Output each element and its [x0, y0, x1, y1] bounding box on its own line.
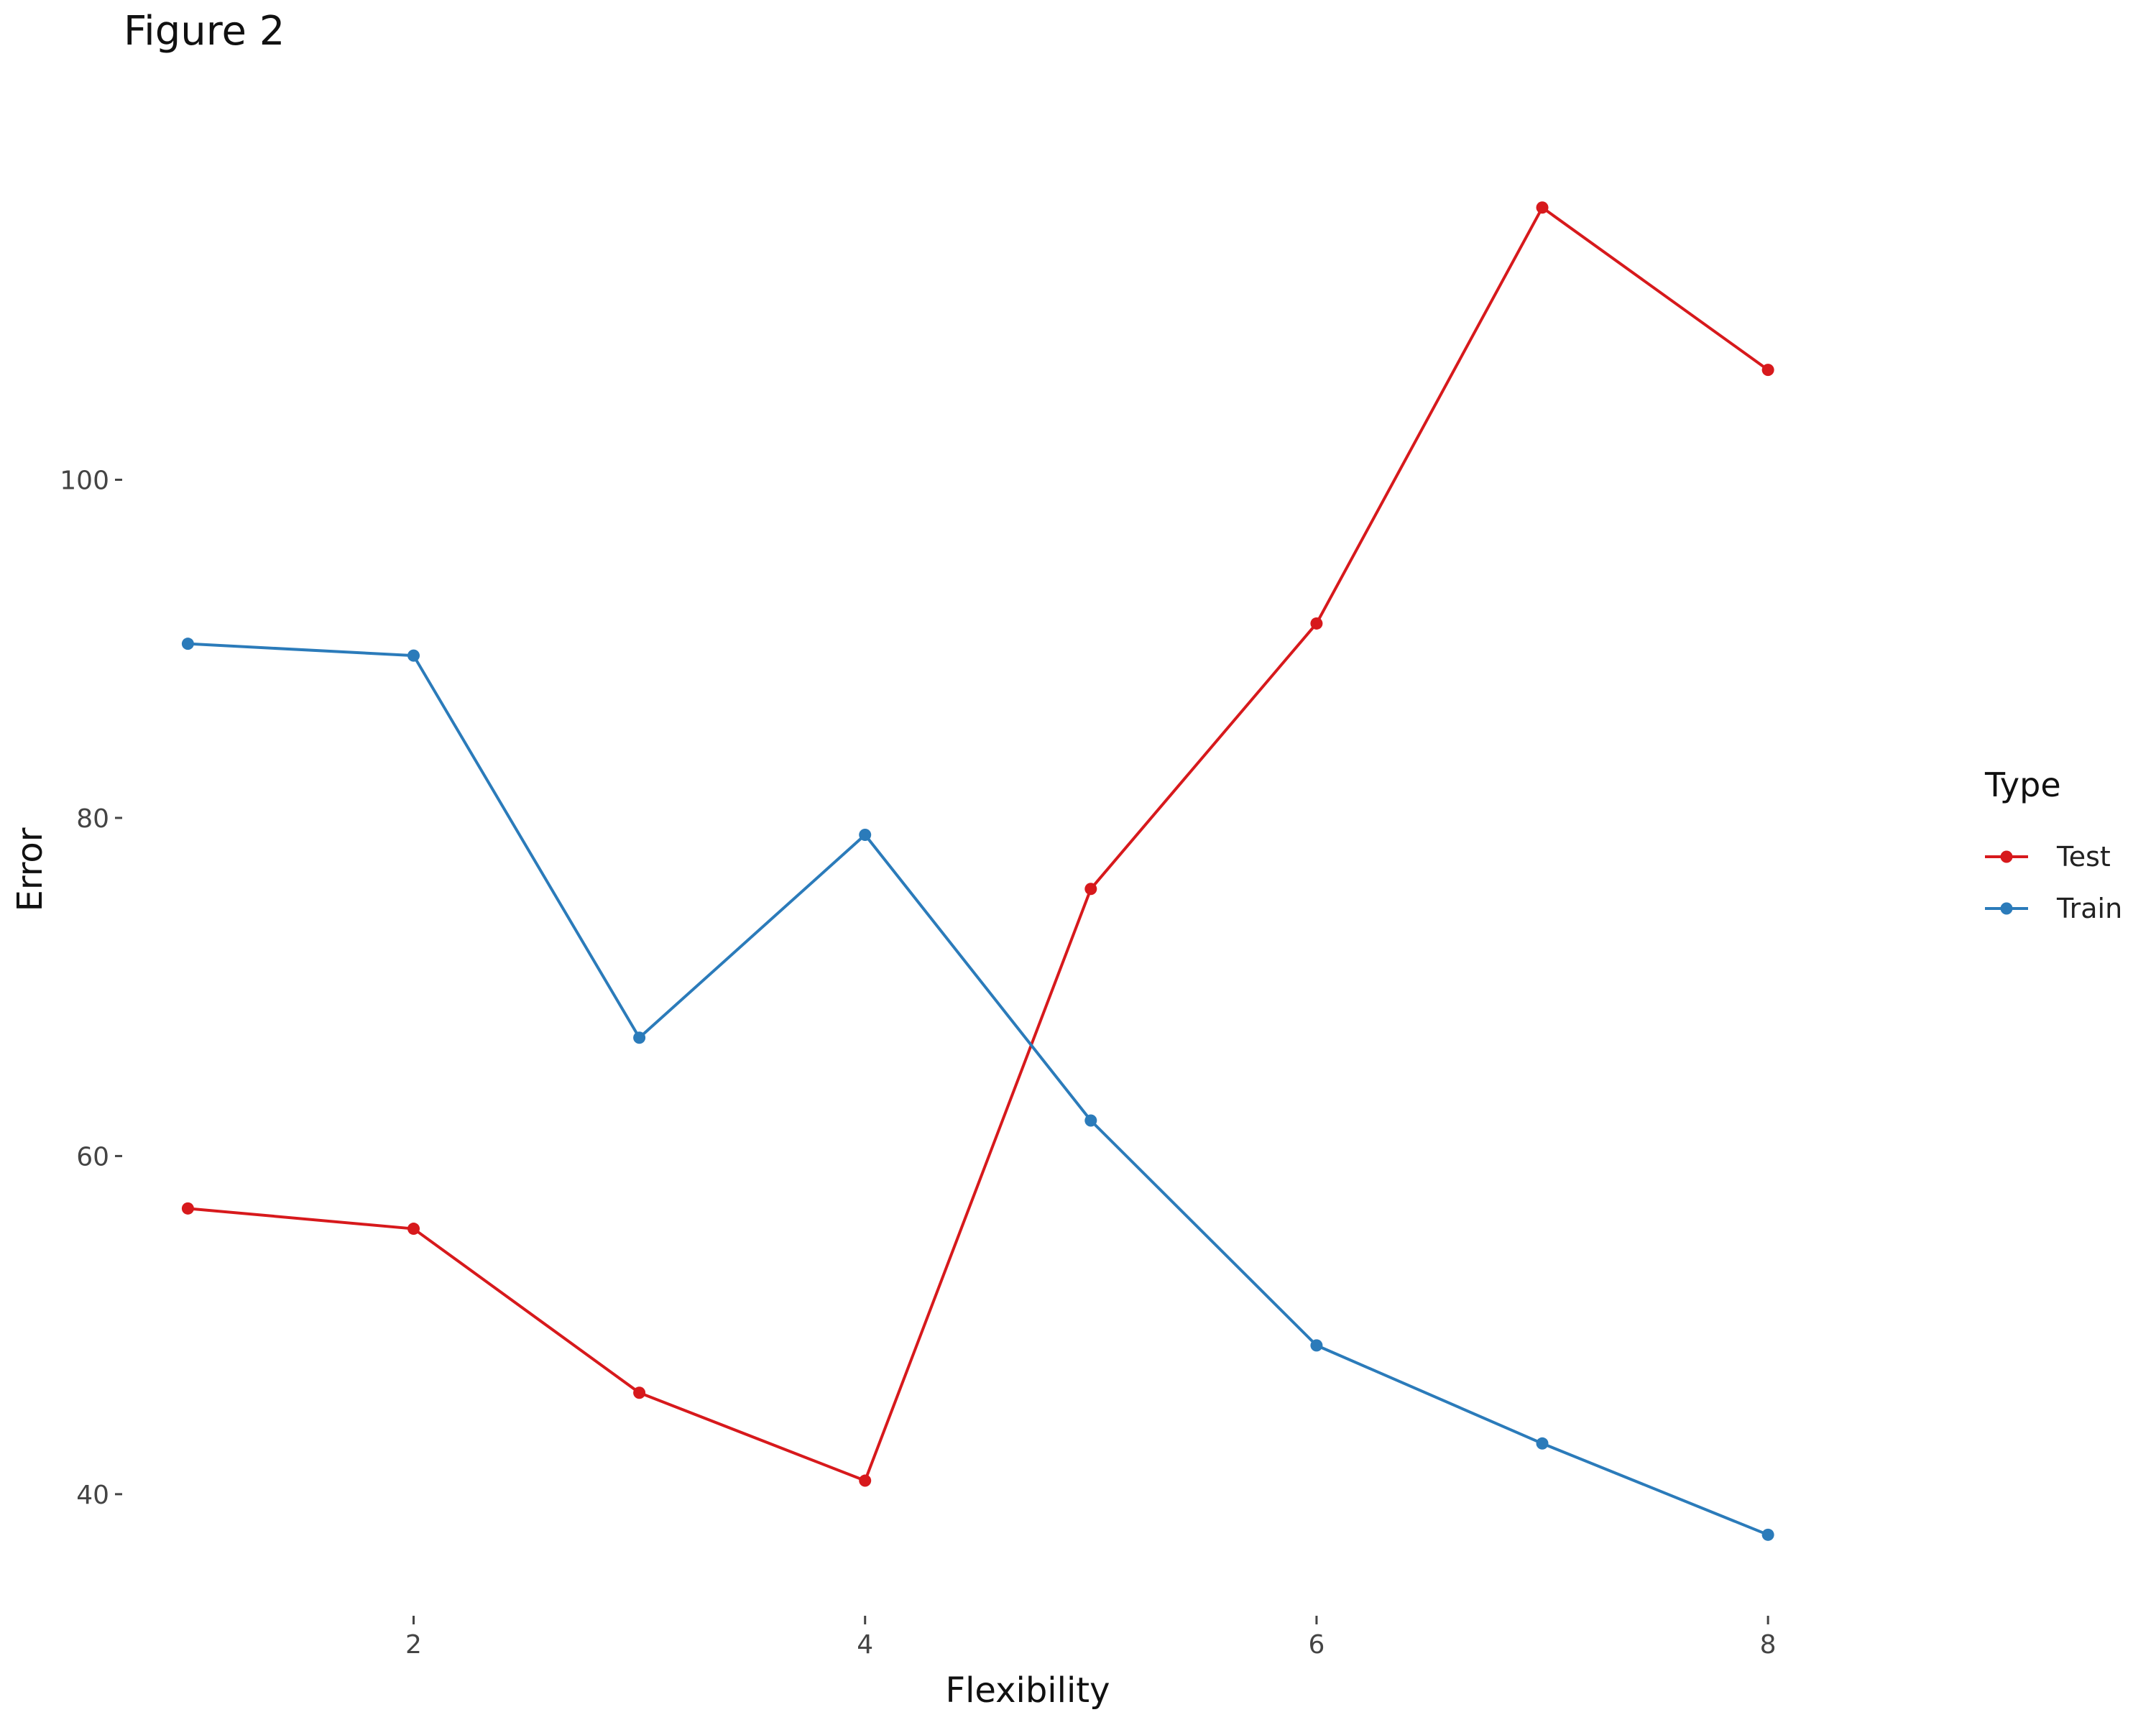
chart-title: Figure 2 [124, 8, 285, 55]
x-axis: 2 4 6 8 [405, 1616, 1777, 1660]
y-tick-label: 60 [76, 1142, 109, 1172]
data-point-train [633, 1031, 646, 1044]
series-line-train [188, 642, 1769, 1537]
y-tick-label: 80 [76, 804, 109, 834]
data-point-test [1310, 617, 1323, 630]
legend-label: Train [2056, 893, 2122, 924]
series-line-test [188, 206, 1769, 1483]
series-test [181, 201, 1774, 1487]
data-point-test [633, 1386, 646, 1399]
x-axis-title: Flexibility [945, 1670, 1110, 1711]
data-point-train [859, 828, 872, 841]
legend-title: Type [1984, 765, 2061, 804]
data-point-test [1084, 883, 1097, 896]
y-axis-title: Error [10, 827, 50, 911]
y-tick-label: 40 [76, 1481, 109, 1510]
data-point-train [407, 649, 420, 662]
legend-key-test [1985, 850, 2028, 863]
data-point-test [181, 1202, 194, 1215]
data-point-train [181, 638, 194, 650]
legend: Type Test Train [1984, 765, 2122, 924]
data-point-train [1084, 1114, 1097, 1127]
data-point-test [1536, 201, 1549, 214]
x-tick-label: 6 [1308, 1630, 1325, 1660]
series-train [181, 638, 1774, 1541]
y-axis: 40 60 80 100 [60, 466, 122, 1510]
data-point-train [1761, 1528, 1774, 1541]
x-tick-label: 2 [405, 1630, 422, 1660]
data-point-train [1536, 1437, 1549, 1450]
legend-label: Test [2056, 841, 2111, 873]
y-tick-label: 100 [60, 466, 109, 496]
data-point-train [1310, 1339, 1323, 1352]
x-tick-label: 4 [857, 1630, 873, 1660]
x-tick-label: 8 [1760, 1630, 1777, 1660]
data-point-test [407, 1223, 420, 1236]
legend-key-train [1985, 902, 2028, 915]
data-point-test [859, 1474, 872, 1487]
series-layer [181, 201, 1774, 1541]
data-point-test [1761, 364, 1774, 377]
